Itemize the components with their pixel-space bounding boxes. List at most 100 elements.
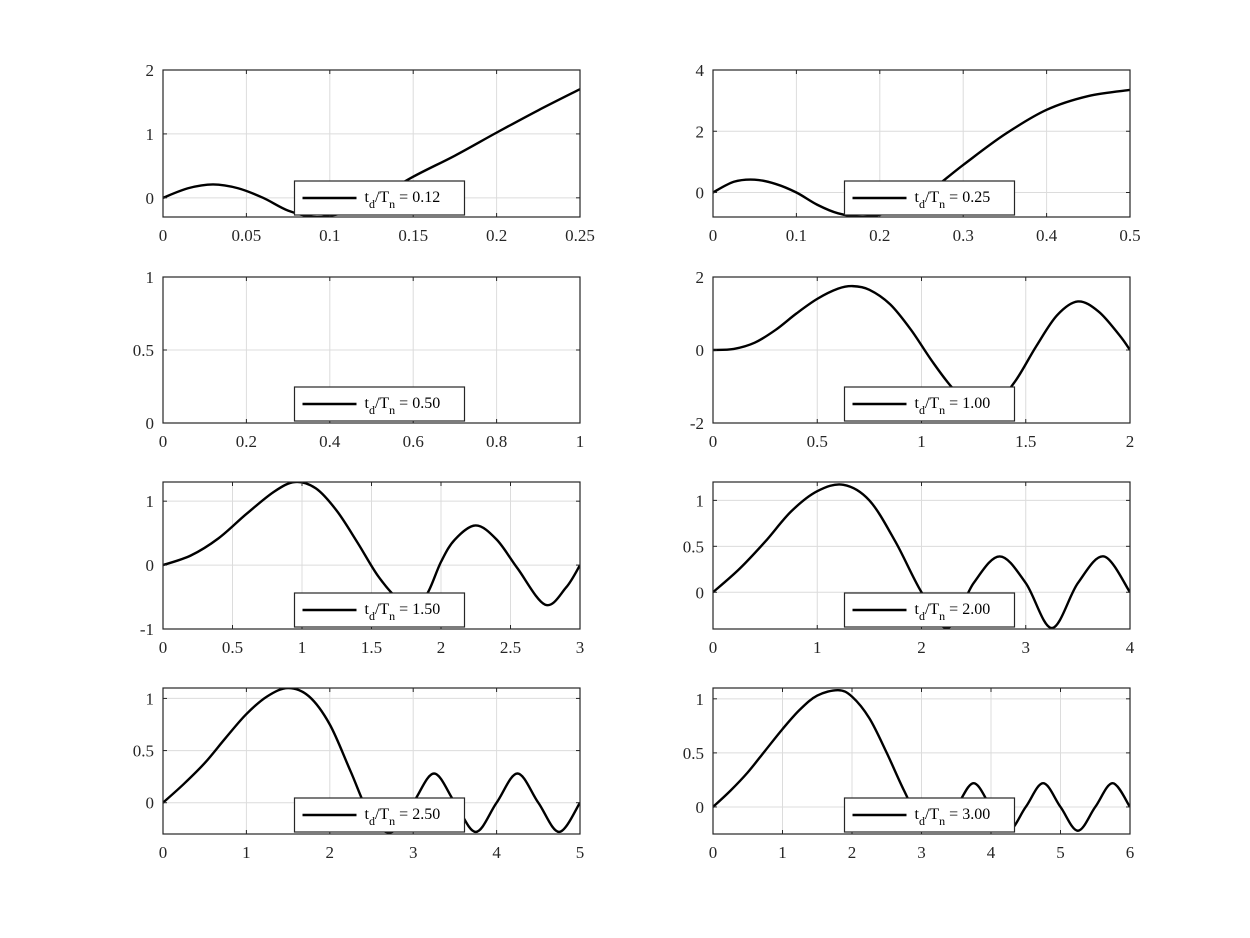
y-tick-label: 0.5 — [683, 744, 704, 763]
x-tick-label: 0.25 — [565, 226, 595, 245]
x-tick-label: 0.5 — [807, 432, 828, 451]
x-tick-label: 0.2 — [486, 226, 507, 245]
y-tick-label: 2 — [696, 268, 705, 287]
legend-label: td/Tn = 0.25 — [915, 189, 991, 211]
x-tick-label: 0.05 — [232, 226, 262, 245]
x-tick-label: 1 — [917, 432, 926, 451]
x-tick-label: 2 — [917, 638, 926, 657]
series-line-1 — [713, 284, 1130, 410]
x-tick-label: 0.15 — [398, 226, 428, 245]
y-tick-label: 1 — [696, 491, 705, 510]
subplot-4: 0 0.5 1 1.5 2 -2 0 2 td/Tn = 1.00 — [690, 268, 1134, 451]
legend-label: td/Tn = 1.50 — [365, 601, 441, 623]
y-tick-label: 2 — [696, 122, 705, 141]
legend: td/Tn = 2.50 — [293, 797, 466, 833]
x-tick-label: 5 — [1056, 843, 1065, 862]
x-tick-label: 0.5 — [222, 638, 243, 657]
x-tick-label: 3 — [1022, 638, 1031, 657]
axes-box — [162, 687, 581, 835]
y-tick-label: 0 — [146, 189, 155, 208]
x-tick-label: 2.5 — [500, 638, 521, 657]
legend-label: td/Tn = 1.00 — [915, 395, 991, 417]
x-tick-label: 0.1 — [786, 226, 807, 245]
legend: td/Tn = 0.12 — [293, 180, 466, 216]
y-tick-label: 1 — [146, 125, 155, 144]
x-tick-label: 3 — [576, 638, 585, 657]
y-tick-label: 4 — [696, 61, 705, 80]
x-tick-label: 1 — [576, 432, 585, 451]
x-tick-label: 0.2 — [236, 432, 257, 451]
legend-label: td/Tn = 2.00 — [915, 601, 991, 623]
x-tick-label: 0 — [159, 843, 168, 862]
x-tick-label: 4 — [492, 843, 501, 862]
y-tick-label: 1 — [146, 689, 155, 708]
legend: td/Tn = 1.50 — [293, 592, 466, 628]
x-tick-label: 2 — [1126, 432, 1135, 451]
x-tick-label: 0.2 — [869, 226, 890, 245]
y-tick-label: -2 — [690, 414, 704, 433]
x-tick-label: 1 — [778, 843, 787, 862]
y-tick-label: 1 — [146, 492, 155, 511]
legend-label: td/Tn = 2.50 — [365, 806, 441, 828]
x-tick-label: 0 — [159, 638, 168, 657]
axes-box — [712, 69, 1131, 218]
x-tick-label: 0 — [159, 432, 168, 451]
x-tick-label: 0.8 — [486, 432, 507, 451]
x-tick-label: 0.6 — [403, 432, 424, 451]
x-tick-label: 4 — [1126, 638, 1135, 657]
x-tick-label: 0 — [709, 638, 718, 657]
x-tick-label: 3 — [409, 843, 418, 862]
subplot-1: 0 0.05 0.1 0.15 0.2 0.25 0 1 2 td/Tn = 0.12 — [146, 61, 595, 245]
subplot-8: 0 1 2 3 4 5 6 0 0.5 1 td/Tn = 3.00 — [683, 687, 1135, 862]
x-tick-label: 3 — [917, 843, 926, 862]
y-tick-label: 0.5 — [133, 341, 154, 360]
legend-label: td/Tn = 0.50 — [365, 395, 441, 417]
y-tick-label: 0 — [696, 341, 705, 360]
x-tick-label: 1 — [242, 843, 251, 862]
y-tick-label: 0.5 — [683, 537, 704, 556]
y-tick-label: 0 — [696, 583, 705, 602]
legend-label: td/Tn = 0.12 — [365, 189, 441, 211]
x-tick-label: 0 — [159, 226, 168, 245]
x-tick-label: 0.1 — [319, 226, 340, 245]
subplot-3: 0 0.2 0.4 0.6 0.8 1 0 0.5 1 td/Tn = 0.50 — [133, 268, 585, 451]
x-tick-label: 1.5 — [1015, 432, 1036, 451]
x-tick-label: 4 — [987, 843, 996, 862]
y-tick-label: 1 — [146, 268, 155, 287]
y-tick-label: 0.5 — [133, 742, 154, 761]
x-tick-label: 0 — [709, 226, 718, 245]
y-tick-label: 0 — [696, 184, 705, 203]
y-tick-label: 0 — [696, 798, 705, 817]
legend: td/Tn = 0.50 — [293, 386, 466, 422]
subplot-7: 0 1 2 3 4 5 0 0.5 1 td/Tn = 2.50 — [133, 687, 584, 862]
legend-label: td/Tn = 3.00 — [915, 806, 991, 828]
y-tick-label: 1 — [696, 690, 705, 709]
x-tick-label: 1 — [298, 638, 307, 657]
axes-box — [162, 69, 581, 218]
subplot-2: 0 0.1 0.2 0.3 0.4 0.5 0 2 4 td/Tn = 0.25 — [696, 61, 1141, 245]
x-tick-label: 2 — [326, 843, 335, 862]
legend: td/Tn = 3.00 — [843, 797, 1016, 833]
y-tick-label: 0 — [146, 414, 155, 433]
subplot-6: 0 1 2 3 4 0 0.5 1 td/Tn = 2.00 — [683, 481, 1135, 657]
y-tick-label: -1 — [140, 620, 154, 639]
x-tick-label: 2 — [848, 843, 857, 862]
y-tick-label: 0 — [146, 794, 155, 813]
x-tick-label: 1.5 — [361, 638, 382, 657]
x-tick-label: 6 — [1126, 843, 1135, 862]
y-tick-label: 0 — [146, 556, 155, 575]
x-tick-label: 0 — [709, 432, 718, 451]
x-tick-label: 1 — [813, 638, 822, 657]
x-tick-label: 0.4 — [1036, 226, 1058, 245]
x-tick-label: 2 — [437, 638, 446, 657]
legend-box — [293, 386, 466, 422]
y-tick-label: 2 — [146, 61, 155, 80]
x-tick-label: 0 — [709, 843, 718, 862]
legend: td/Tn = 0.25 — [843, 180, 1016, 216]
series-line-1 — [713, 483, 1130, 629]
x-tick-label: 0.3 — [953, 226, 974, 245]
series-line-1 — [713, 88, 1130, 217]
legend: td/Tn = 2.00 — [843, 592, 1016, 628]
subplot-5: 0 0.5 1 1.5 2 2.5 3 -1 0 1 td/Tn = 1.50 — [140, 481, 585, 657]
